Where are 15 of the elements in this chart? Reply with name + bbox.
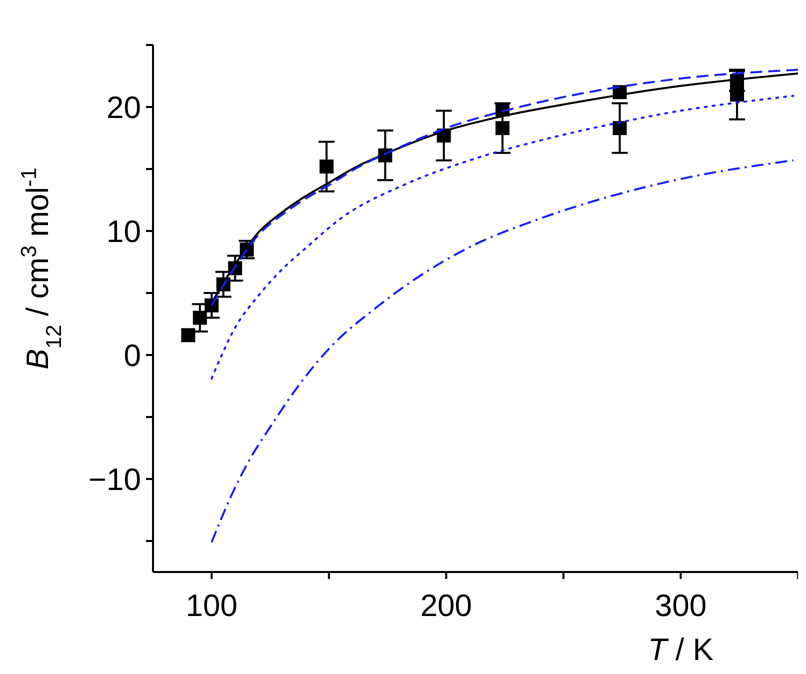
point bbox=[730, 88, 744, 102]
y-tick-label: 20 bbox=[106, 90, 141, 125]
point bbox=[320, 160, 334, 174]
x-tick-label: 300 bbox=[654, 588, 707, 623]
y-tick-label: 10 bbox=[106, 214, 141, 249]
x-tick-label: 200 bbox=[420, 588, 472, 623]
point bbox=[612, 121, 627, 136]
point bbox=[181, 328, 196, 342]
line-series bbox=[210, 159, 794, 544]
y-tick-label: 0 bbox=[124, 338, 141, 373]
x-tick-label: 100 bbox=[186, 588, 238, 623]
y-tick-label: −10 bbox=[88, 462, 141, 497]
point bbox=[495, 121, 510, 136]
x-axis-title: T / K bbox=[648, 632, 714, 667]
point bbox=[192, 310, 207, 325]
